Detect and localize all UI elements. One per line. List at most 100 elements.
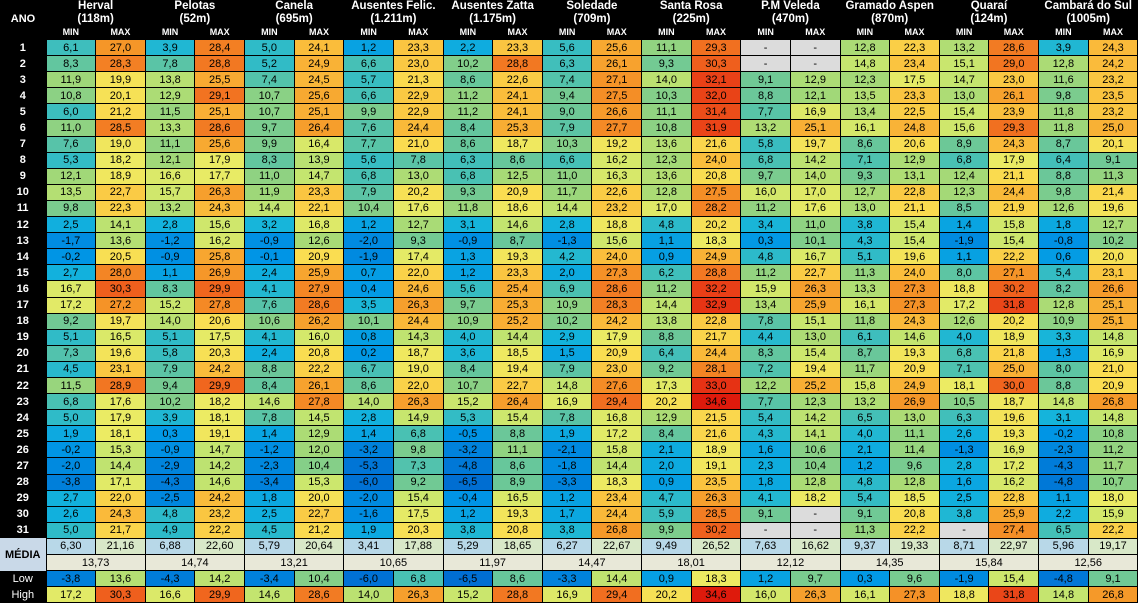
max-cell: 19,3 xyxy=(492,505,543,523)
min-cell: 11,7 xyxy=(839,360,891,378)
max-cell: 17,6 xyxy=(392,199,444,218)
max-cell: 26,3 xyxy=(789,280,841,298)
min-cell: 14,0 xyxy=(641,71,692,89)
max-cell: 8,9 xyxy=(492,473,543,491)
min-cell: 11,3 xyxy=(839,521,891,539)
min-cell: 16,0 xyxy=(740,586,791,603)
min-cell: -2,0 xyxy=(343,232,394,250)
max-cell: 18,7 xyxy=(492,135,543,153)
min-cell: 1,3 xyxy=(1038,344,1089,362)
min-cell: 1,1 xyxy=(641,232,692,250)
station-name: Canela xyxy=(275,0,313,12)
day-row: 6 11,0 28,5 13,3 28,6 9,7 26,4 7,6 24,4 8,4 25,3 7,… xyxy=(0,119,1138,137)
max-cell: 28,2 xyxy=(690,199,742,218)
avg-min-cell: 6,88 xyxy=(144,537,196,556)
min-cell: 1,6 xyxy=(740,441,791,459)
max-cell: 20,1 xyxy=(95,87,146,105)
min-cell: 1,9 xyxy=(343,521,394,539)
min-cell: 6,4 xyxy=(641,344,692,362)
day-row: 8 5,3 18,2 12,1 17,9 8,3 13,9 5,6 7,8 6,3 8,6 6,6 16… xyxy=(0,151,1138,169)
high-label: High xyxy=(0,586,46,603)
max-cell: 29,3 xyxy=(988,119,1040,137)
max-header: MAX xyxy=(1003,27,1024,37)
min-cell: 4,0 xyxy=(839,425,891,443)
min-cell: 12,3 xyxy=(938,183,990,201)
min-cell: -1,9 xyxy=(938,570,990,588)
min-cell: 3,4 xyxy=(740,216,791,234)
max-cell: 24,4 xyxy=(591,505,643,523)
max-cell: 14,1 xyxy=(95,216,146,234)
max-cell: 8,7 xyxy=(492,232,543,250)
min-cell: 0,7 xyxy=(343,264,394,282)
min-cell: 11,7 xyxy=(541,183,593,201)
min-cell: 2,5 xyxy=(938,489,990,507)
min-cell: 4,2 xyxy=(541,248,593,266)
max-cell: 25,9 xyxy=(789,296,841,314)
max-cell: 21,0 xyxy=(1087,360,1138,378)
max-cell: 12,1 xyxy=(789,87,841,105)
max-header: MAX xyxy=(209,27,230,37)
min-cell: 17,2 xyxy=(938,296,990,314)
max-cell: 20,9 xyxy=(293,248,345,266)
min-cell: 0,2 xyxy=(343,344,394,362)
min-cell: -3,3 xyxy=(541,570,593,588)
min-cell: 13,4 xyxy=(839,103,891,121)
max-cell: 16,0 xyxy=(293,328,345,346)
min-cell: 9,9 xyxy=(244,135,295,153)
max-cell: 17,6 xyxy=(95,393,146,411)
max-cell: 26,1 xyxy=(591,55,643,73)
max-cell: 29,0 xyxy=(988,55,1040,73)
max-cell: 19,4 xyxy=(492,360,543,378)
max-cell: 16,2 xyxy=(988,473,1040,491)
max-cell: 22,2 xyxy=(1087,521,1138,539)
min-cell: 10,7 xyxy=(244,87,295,105)
min-cell: 15,6 xyxy=(938,119,990,137)
min-header: MIN xyxy=(856,27,874,37)
max-header: MAX xyxy=(606,27,627,37)
min-header: MIN xyxy=(955,27,973,37)
max-cell: 24,9 xyxy=(889,376,940,395)
min-cell: 10,1 xyxy=(343,312,394,330)
min-cell: 6,7 xyxy=(343,360,394,378)
avg-max-cell: 21,16 xyxy=(95,537,146,556)
min-cell: 7,6 xyxy=(45,135,97,153)
max-cell: 20,6 xyxy=(194,312,246,330)
max-cell: 15,8 xyxy=(988,216,1040,234)
max-cell: 20,3 xyxy=(194,344,246,362)
station-altitude: (1.211m) xyxy=(370,13,417,25)
max-cell: 31,9 xyxy=(690,119,742,137)
max-cell: 13,9 xyxy=(293,151,345,169)
min-cell: 6,3 xyxy=(442,151,494,169)
max-cell: 14,7 xyxy=(293,167,345,185)
max-cell: 28,1 xyxy=(690,360,742,378)
max-cell: 22,1 xyxy=(293,199,345,218)
max-cell: 27,3 xyxy=(889,296,940,314)
min-cell: 5,1 xyxy=(45,328,97,346)
min-cell: 9,0 xyxy=(541,103,593,121)
max-cell: 29,9 xyxy=(194,280,246,298)
min-cell: 12,9 xyxy=(641,409,692,427)
min-cell: -2,9 xyxy=(144,457,196,475)
min-cell: 5,9 xyxy=(641,505,692,523)
min-cell: 6,8 xyxy=(45,393,97,411)
min-cell: 6,8 xyxy=(938,344,990,362)
high-row: High 17,2 30,3 16,6 29,9 14,6 28,6 14,0 26,3 15,2… xyxy=(0,586,1138,603)
min-cell: 4,8 xyxy=(144,505,196,523)
station-name: Gramado Aspen xyxy=(845,0,934,12)
max-cell: 21,9 xyxy=(988,199,1040,218)
day-row: 23 6,8 17,6 10,2 18,2 14,6 27,8 14,0 26,3 15,2 26,… xyxy=(0,393,1138,411)
max-cell: 11,3 xyxy=(1087,167,1138,185)
min-cell: 7,7 xyxy=(740,393,791,411)
max-cell: 26,4 xyxy=(293,119,345,137)
min-cell: 20,2 xyxy=(641,586,692,603)
min-cell: -2,5 xyxy=(144,489,196,507)
min-cell: 6,2 xyxy=(641,264,692,282)
max-cell: 26,3 xyxy=(789,586,841,603)
max-cell: 12,5 xyxy=(492,167,543,185)
max-cell: 19,7 xyxy=(95,312,146,330)
day-label: 18 xyxy=(0,313,46,330)
min-cell: 0,6 xyxy=(1038,248,1089,266)
max-header: MAX xyxy=(805,27,826,37)
max-cell: 25,9 xyxy=(293,264,345,282)
max-cell: 10,8 xyxy=(1087,425,1138,443)
